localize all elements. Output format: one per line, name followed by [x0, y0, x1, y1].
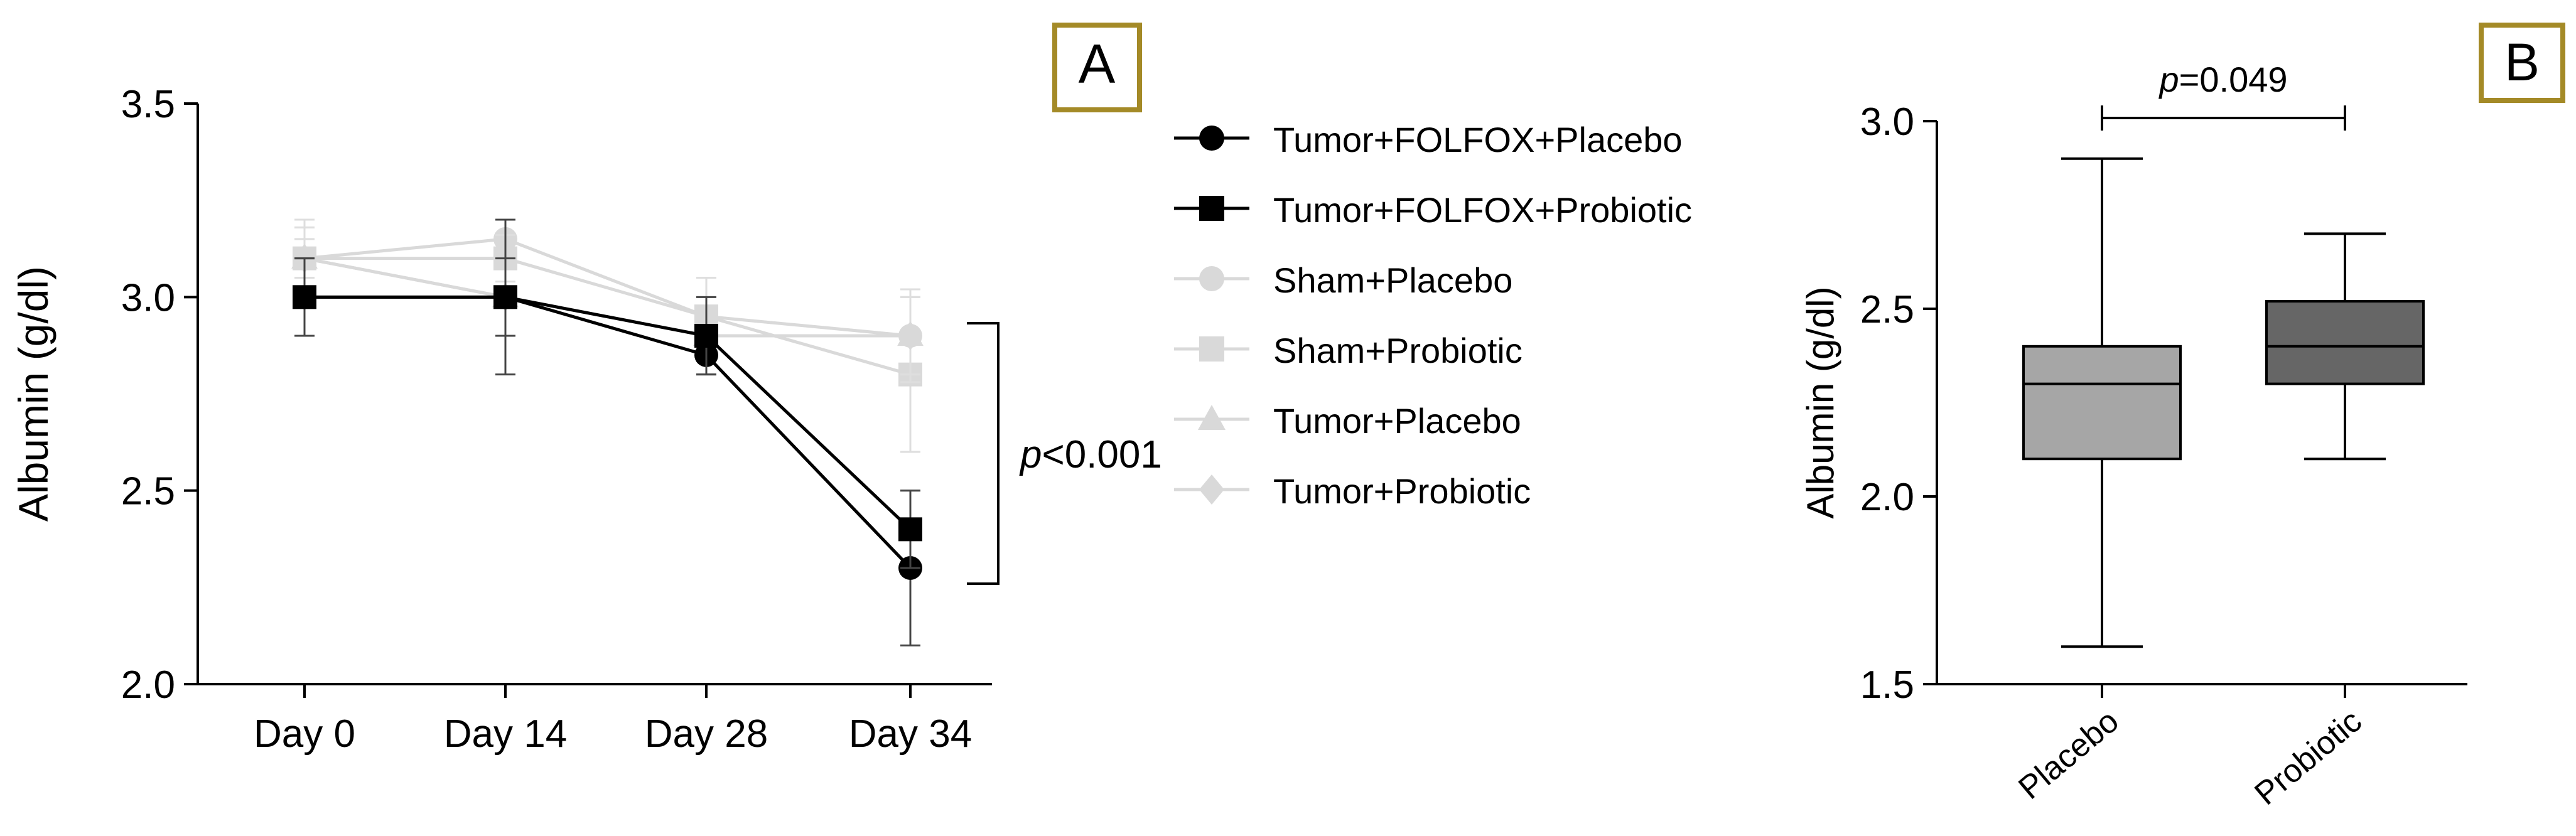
legend-marker [1199, 474, 1224, 505]
legend-label: Tumor+FOLFOX+Probiotic [1273, 190, 1692, 230]
series-tumor-folfox-placebo [293, 218, 922, 646]
data-point [493, 285, 517, 309]
y-tick-label: 2.0 [121, 663, 175, 707]
data-point [898, 321, 922, 350]
x-tick-label: Day 28 [645, 712, 768, 756]
box-iqr [2022, 345, 2182, 461]
panel-b: B 1.5 2.0 2.5 3.0 Placebo Probiotic Albumin (g… [1799, 23, 2565, 812]
data-point [694, 324, 718, 348]
x-tick-label: Placebo [2012, 703, 2125, 807]
panel-a: A 2.0 2.5 3.0 3.5 Day 0 Day 14 Day 28 Day 34 Alb… [10, 23, 1692, 756]
panel-b-letter: B [2504, 33, 2540, 92]
panel-b-label: B [2479, 23, 2565, 103]
series-line [304, 257, 911, 377]
panel-a-axes: 2.0 2.5 3.0 3.5 Day 0 Day 14 Day 28 Day 34 Album… [10, 83, 992, 756]
significance-label: p<0.001 [1019, 433, 1162, 476]
legend-item-tumor-placebo: Tumor+Placebo [1174, 401, 1521, 441]
panel-a-legend: Tumor+FOLFOX+Placebo Tumor+FOLFOX+Probiot… [1174, 120, 1692, 511]
series-line [304, 237, 911, 338]
legend-label: Sham+Probiotic [1273, 331, 1522, 370]
legend-label: Tumor+Placebo [1273, 401, 1521, 441]
legend-marker [1199, 336, 1224, 362]
y-tick-label: 3.0 [121, 276, 175, 319]
legend-marker [1199, 266, 1224, 291]
y-axis-title: Albumin (g/dl) [1799, 286, 1841, 518]
series-line [304, 295, 912, 531]
legend-marker [1199, 126, 1224, 151]
y-tick-label: 2.5 [121, 470, 175, 513]
panel-a-letter: A [1079, 33, 1116, 95]
box-placebo [2022, 157, 2182, 648]
series-line [304, 295, 912, 569]
series-sham-probiotic [293, 226, 922, 453]
y-tick-label: 2.5 [1860, 288, 1914, 331]
significance-bracket [967, 322, 1000, 585]
data-point [293, 285, 316, 309]
x-tick-label: Day 34 [849, 712, 972, 756]
y-tick-label: 3.0 [1860, 100, 1914, 144]
series-tumor-probiotic [293, 238, 922, 383]
legend-item-sham-probiotic: Sham+Probiotic [1174, 331, 1522, 370]
legend-label: Tumor+Probiotic [1273, 471, 1531, 511]
x-tick-label: Day 14 [444, 712, 567, 756]
legend-label: Sham+Placebo [1273, 260, 1512, 300]
series-tumor-folfox-probiotic [293, 257, 922, 569]
y-tick-label: 3.5 [121, 83, 175, 126]
y-tick-label: 1.5 [1860, 663, 1914, 707]
panel-b-plot-area: p=0.049 [2022, 60, 2425, 648]
box-iqr [2265, 300, 2425, 385]
legend-marker [1199, 196, 1224, 221]
panel-a-label: A [1052, 23, 1142, 112]
significance-label: p=0.049 [2158, 60, 2288, 99]
x-tick-label: Day 0 [254, 712, 355, 756]
x-tick-label: Probiotic [2248, 703, 2368, 812]
box-probiotic [2265, 232, 2425, 461]
y-axis-title: Albumin (g/dl) [10, 266, 57, 522]
data-point [898, 517, 922, 542]
panel-a-plot-area: p<0.001 [291, 218, 1162, 646]
legend-item-tumor-folfox-placebo: Tumor+FOLFOX+Placebo [1174, 120, 1683, 159]
legend-item-sham-placebo: Sham+Placebo [1174, 260, 1512, 300]
y-tick-label: 2.0 [1860, 476, 1914, 519]
legend-item-tumor-folfox-probiotic: Tumor+FOLFOX+Probiotic [1174, 190, 1692, 230]
legend-item-tumor-probiotic: Tumor+Probiotic [1174, 471, 1531, 511]
legend-marker [1198, 405, 1226, 430]
legend-label: Tumor+FOLFOX+Placebo [1273, 120, 1683, 159]
